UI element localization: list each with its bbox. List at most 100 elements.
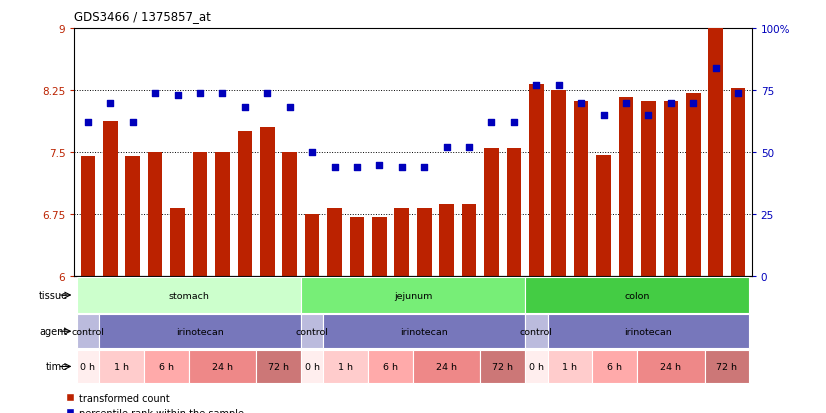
Text: 6 h: 6 h	[383, 362, 398, 371]
Bar	[525, 278, 749, 313]
Text: control: control	[296, 327, 329, 336]
Bar	[126, 157, 140, 277]
Bar	[484, 149, 499, 277]
Point	[328, 164, 341, 171]
Point	[193, 90, 206, 97]
Point	[216, 90, 229, 97]
Bar	[301, 315, 323, 348]
Text: stomach: stomach	[169, 291, 209, 300]
Bar	[709, 29, 723, 277]
Point	[552, 83, 565, 89]
Text: 1 h: 1 h	[563, 362, 577, 371]
Bar	[301, 350, 323, 383]
Bar	[215, 153, 230, 277]
Bar	[525, 350, 548, 383]
Bar	[323, 350, 368, 383]
Point	[373, 162, 386, 169]
Bar	[323, 315, 525, 348]
Point	[171, 93, 184, 99]
Point	[149, 90, 162, 97]
Point	[126, 120, 140, 126]
Text: 24 h: 24 h	[436, 362, 457, 371]
Bar	[506, 149, 521, 277]
Text: 1 h: 1 h	[114, 362, 129, 371]
Bar	[77, 350, 99, 383]
Bar	[413, 350, 480, 383]
Bar	[552, 91, 566, 277]
Bar	[525, 315, 548, 348]
Bar	[282, 153, 297, 277]
Bar	[462, 205, 477, 277]
Bar	[548, 350, 592, 383]
Text: GDS3466 / 1375857_at: GDS3466 / 1375857_at	[74, 10, 211, 23]
Text: jejunum: jejunum	[394, 291, 432, 300]
Point	[261, 90, 274, 97]
Bar	[99, 315, 301, 348]
Point	[463, 145, 476, 151]
Text: 6 h: 6 h	[159, 362, 173, 371]
Bar	[103, 121, 117, 277]
Point	[597, 112, 610, 119]
Bar	[480, 350, 525, 383]
Bar	[372, 217, 387, 277]
Bar	[417, 209, 431, 277]
Text: 6 h: 6 h	[607, 362, 622, 371]
Text: control: control	[71, 327, 104, 336]
Text: irinotecan: irinotecan	[401, 327, 448, 336]
Text: agent: agent	[40, 326, 68, 337]
Point	[507, 120, 520, 126]
Bar	[80, 157, 95, 277]
Text: colon: colon	[624, 291, 650, 300]
Point	[732, 90, 745, 97]
Bar	[77, 278, 301, 313]
Bar	[256, 350, 301, 383]
Point	[283, 105, 297, 112]
Text: time: time	[45, 361, 68, 372]
Point	[350, 164, 363, 171]
Text: tissue: tissue	[39, 290, 68, 300]
Bar	[574, 102, 588, 277]
Text: 0 h: 0 h	[80, 362, 95, 371]
Point	[395, 164, 408, 171]
Text: 1 h: 1 h	[338, 362, 354, 371]
Point	[620, 100, 633, 107]
Text: 72 h: 72 h	[268, 362, 289, 371]
Bar	[148, 153, 163, 277]
Bar	[529, 85, 544, 277]
Point	[103, 100, 116, 107]
Bar	[705, 350, 749, 383]
Bar	[99, 350, 144, 383]
Text: 72 h: 72 h	[492, 362, 513, 371]
Point	[238, 105, 251, 112]
Text: 24 h: 24 h	[661, 362, 681, 371]
Bar	[641, 102, 656, 277]
Bar	[619, 97, 634, 277]
Text: control: control	[520, 327, 553, 336]
Bar	[349, 217, 364, 277]
Bar	[301, 278, 525, 313]
Bar	[731, 89, 746, 277]
Text: irinotecan: irinotecan	[176, 327, 224, 336]
Bar	[663, 102, 678, 277]
Bar	[548, 315, 749, 348]
Bar	[327, 209, 342, 277]
Bar	[686, 93, 700, 277]
Bar	[170, 209, 185, 277]
Bar	[439, 205, 454, 277]
Text: 24 h: 24 h	[211, 362, 233, 371]
Legend: transformed count, percentile rank within the sample: transformed count, percentile rank withi…	[63, 389, 248, 413]
Point	[529, 83, 543, 89]
Bar	[395, 209, 409, 277]
Text: 0 h: 0 h	[305, 362, 320, 371]
Bar	[188, 350, 256, 383]
Bar	[596, 155, 611, 277]
Bar	[368, 350, 413, 383]
Point	[664, 100, 677, 107]
Point	[485, 120, 498, 126]
Point	[710, 65, 723, 72]
Point	[642, 112, 655, 119]
Bar	[238, 132, 252, 277]
Text: 72 h: 72 h	[716, 362, 738, 371]
Point	[306, 150, 319, 156]
Bar	[260, 128, 274, 277]
